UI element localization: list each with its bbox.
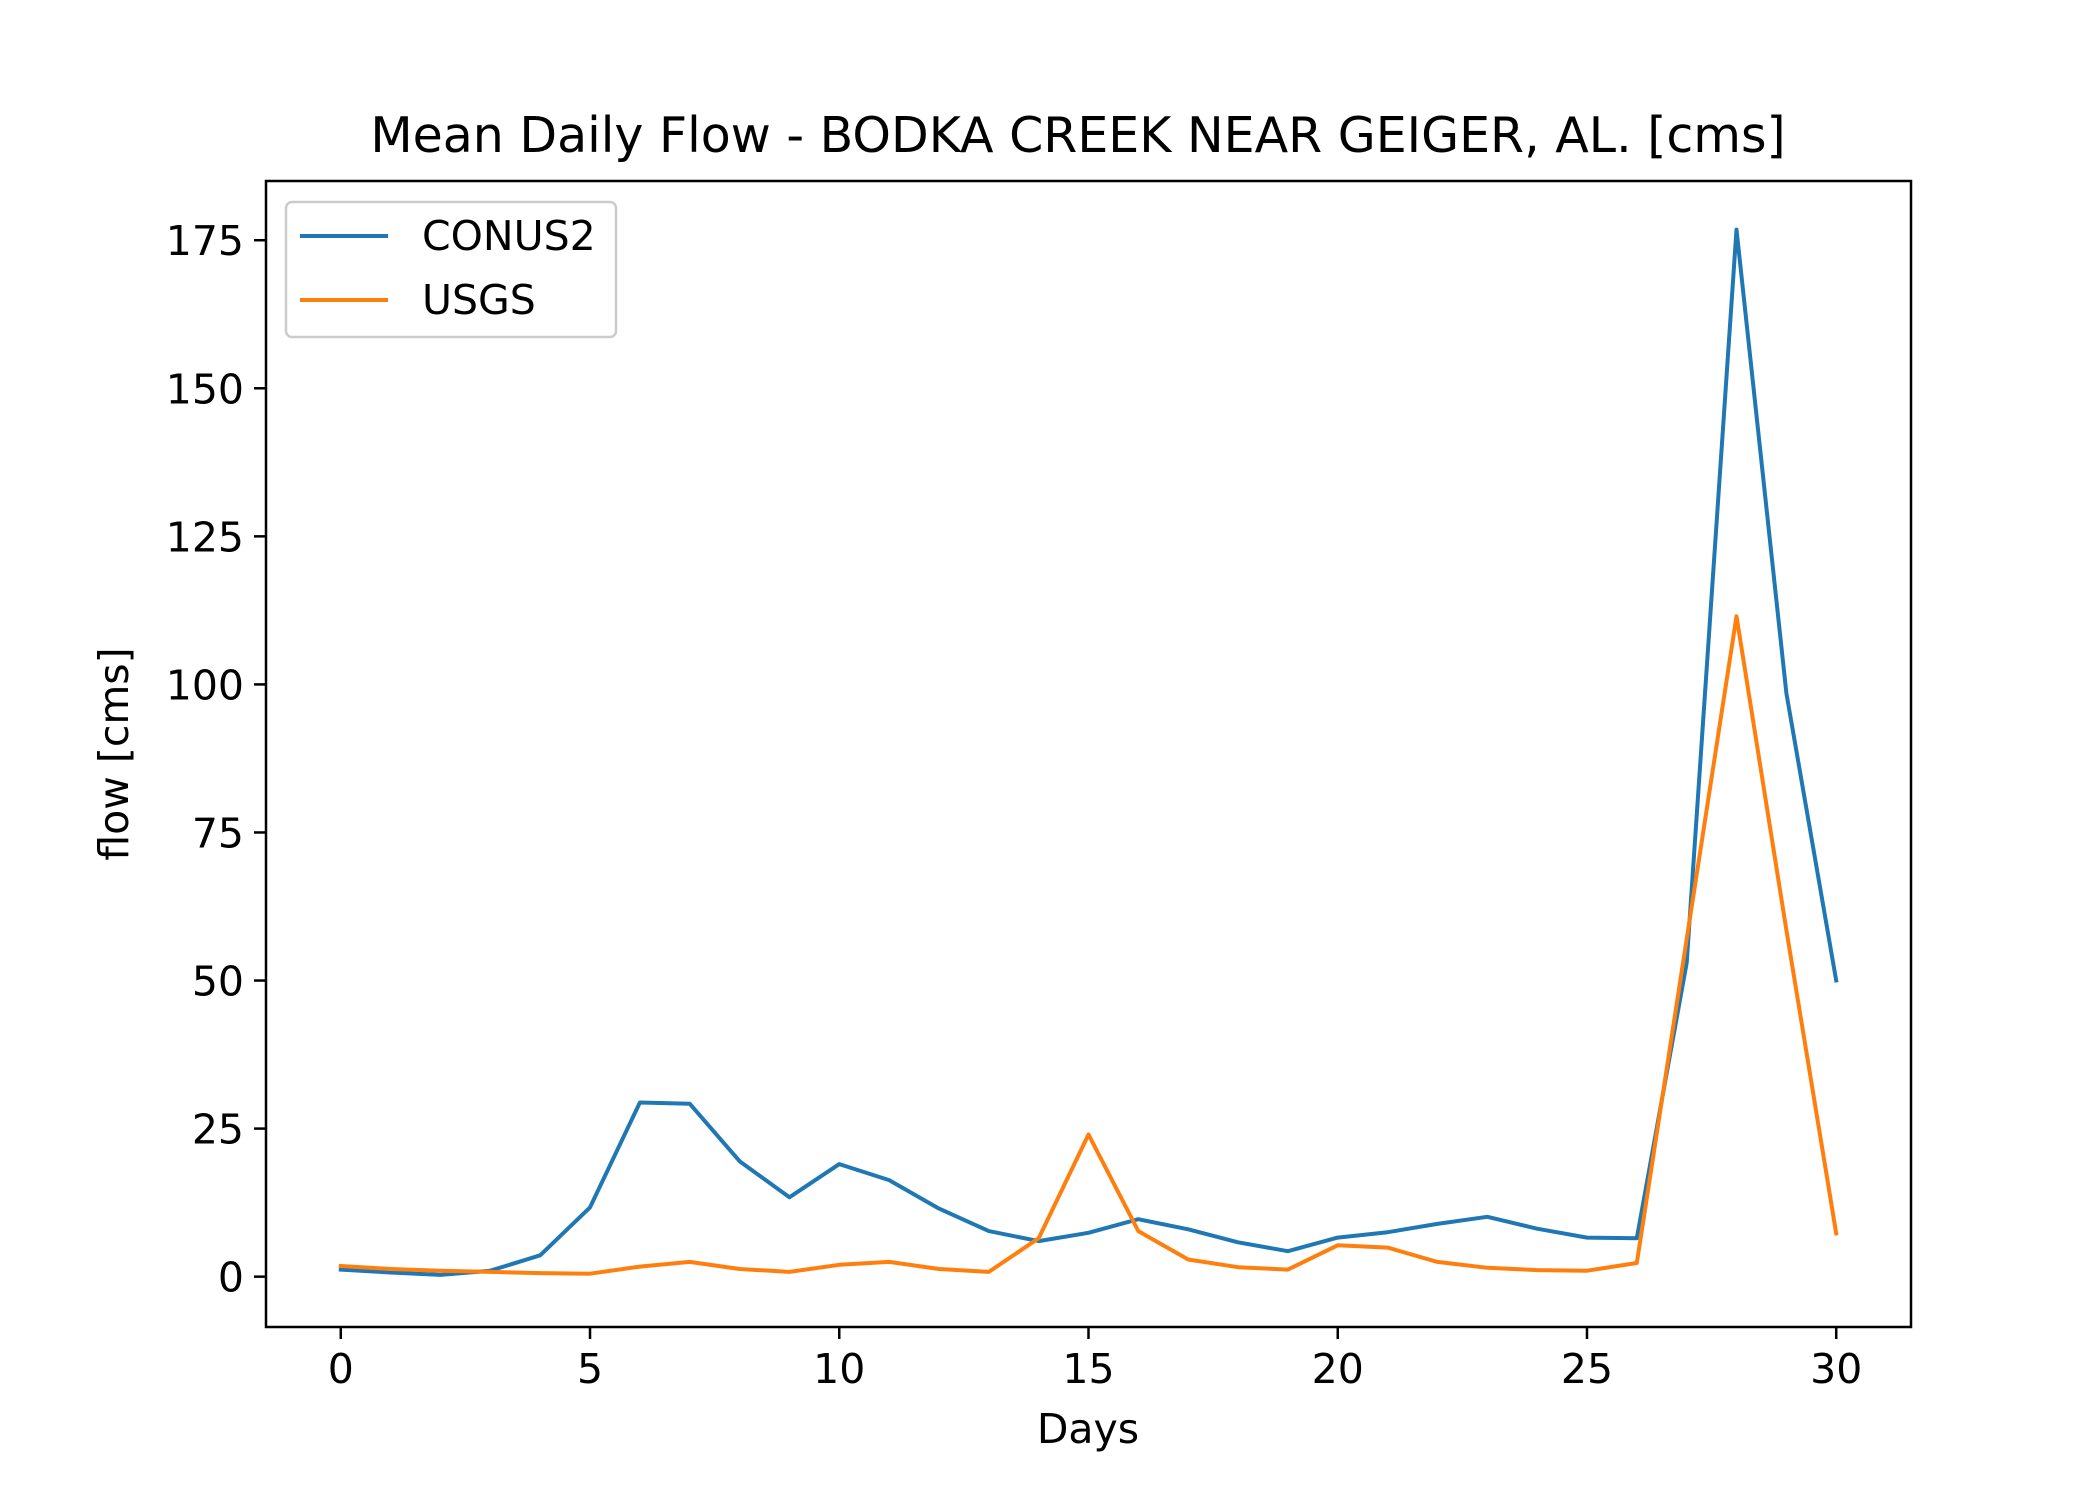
y-tick-label: 50 <box>192 958 244 1006</box>
series-lines <box>338 227 1839 1277</box>
x-axis-label: Days <box>1037 1405 1139 1453</box>
y-tick-label: 75 <box>192 809 244 857</box>
y-tick-label: 0 <box>218 1254 244 1302</box>
x-tick-label: 15 <box>1062 1345 1114 1393</box>
legend-label-conus2: CONUS2 <box>422 212 596 260</box>
x-tick-label: 5 <box>577 1345 603 1393</box>
y-tick-label: 175 <box>166 217 244 265</box>
series-line-conus2 <box>338 227 1839 1277</box>
legend-label-usgs: USGS <box>422 276 536 324</box>
chart-title: Mean Daily Flow - BODKA CREEK NEAR GEIGE… <box>370 107 1785 164</box>
y-tick-label: 150 <box>166 365 244 413</box>
y-axis-label: flow [cms] <box>90 647 138 860</box>
x-tick-label: 30 <box>1810 1345 1862 1393</box>
x-axis: 0 5 10 15 20 25 30 <box>328 1327 1862 1393</box>
y-tick-label: 125 <box>166 513 244 561</box>
y-axis: 0 25 50 75 100 125 150 175 <box>166 217 266 1302</box>
x-tick-label: 20 <box>1312 1345 1364 1393</box>
y-tick-label: 25 <box>192 1106 244 1154</box>
legend: CONUS2 USGS <box>284 200 618 339</box>
x-tick-label: 0 <box>328 1345 354 1393</box>
x-tick-label: 10 <box>813 1345 865 1393</box>
series-line-usgs <box>338 614 1839 1276</box>
y-tick-label: 100 <box>166 661 244 709</box>
x-tick-label: 25 <box>1561 1345 1613 1393</box>
